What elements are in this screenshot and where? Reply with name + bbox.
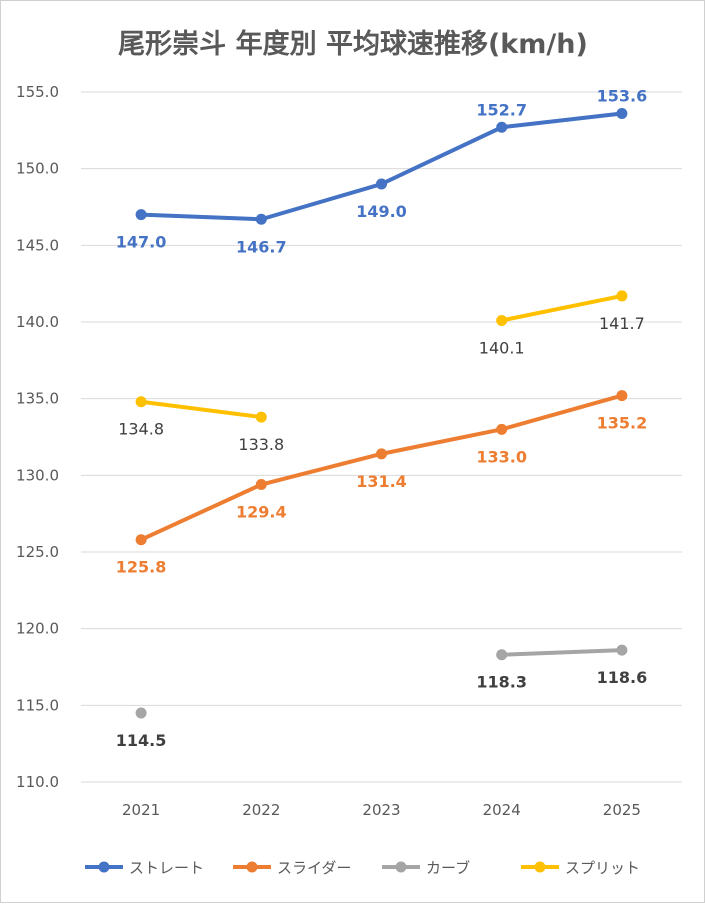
- y-tick-label: 150.0: [16, 160, 59, 178]
- y-tick-label: 130.0: [16, 466, 59, 484]
- x-axis: 2021 2022 2023 2024 2025: [122, 801, 641, 819]
- x-tick-label: 2022: [242, 801, 280, 819]
- y-tick-label: 145.0: [16, 236, 59, 254]
- data-point: [496, 121, 508, 133]
- x-tick-label: 2025: [603, 801, 641, 819]
- data-point: [255, 213, 267, 225]
- data-point: [616, 390, 628, 402]
- series-3: [135, 644, 628, 719]
- gridlines: [81, 91, 682, 783]
- data-point: [135, 534, 147, 546]
- data-point: [135, 209, 147, 221]
- legend-marker: [534, 861, 546, 873]
- series-line: [139, 399, 264, 420]
- data-labels: 147.0 146.7 149.0 152.7 153.6 125.8 129.4 131.4…: [116, 86, 647, 750]
- data-point: [255, 479, 267, 491]
- legend-item: スプリット: [521, 859, 640, 877]
- data-label: 133.8: [238, 435, 284, 454]
- data-point: [496, 314, 508, 326]
- data-point: [616, 644, 628, 656]
- chart-title: 尾形崇斗 年度別 平均球速推移(km/h): [118, 28, 588, 60]
- data-label: 153.6: [597, 86, 648, 105]
- series-lines: [135, 107, 628, 719]
- series-1: [135, 107, 628, 225]
- data-point: [376, 178, 387, 190]
- legend-label: カーブ: [426, 859, 470, 877]
- data-label: 134.8: [118, 420, 164, 439]
- y-tick-label: 140.0: [16, 313, 59, 331]
- data-label: 114.5: [116, 731, 167, 750]
- data-label: 140.1: [479, 338, 525, 357]
- y-axis: 110.0 115.0 120.0 125.0 130.0 135.0 140.0 145.0…: [16, 83, 59, 791]
- series-line: [139, 393, 624, 542]
- data-label: 125.8: [116, 558, 167, 577]
- data-point: [496, 649, 508, 661]
- data-point: [135, 707, 147, 719]
- series-line: [499, 293, 624, 323]
- data-point: [616, 290, 628, 302]
- y-tick-label: 125.0: [16, 543, 59, 561]
- legend-marker: [98, 861, 110, 873]
- y-tick-label: 135.0: [16, 390, 59, 408]
- y-tick-label: 120.0: [16, 620, 59, 638]
- data-label: 118.3: [476, 673, 527, 692]
- data-label: 129.4: [236, 503, 287, 522]
- legend-marker: [395, 861, 407, 873]
- data-label: 147.0: [116, 233, 167, 252]
- y-tick-label: 110.0: [16, 773, 59, 791]
- legend-label: スプリット: [565, 859, 640, 877]
- legend-item: スライダー: [233, 859, 351, 877]
- y-tick-label: 155.0: [16, 83, 59, 101]
- data-label: 146.7: [236, 237, 287, 256]
- data-label: 149.0: [356, 202, 407, 221]
- x-tick-label: 2024: [483, 801, 521, 819]
- legend: ストレート スライダー カーブ スプリット: [85, 859, 640, 877]
- data-label: 133.0: [476, 447, 527, 466]
- legend-marker: [246, 861, 258, 873]
- legend-label: スライダー: [277, 859, 351, 877]
- data-label: 118.6: [597, 668, 648, 687]
- data-label: 141.7: [599, 314, 645, 333]
- legend-label: ストレート: [129, 859, 204, 877]
- data-label: 131.4: [356, 472, 407, 491]
- y-tick-label: 115.0: [16, 696, 59, 714]
- legend-item: ストレート: [85, 859, 204, 877]
- data-point: [496, 423, 508, 435]
- data-point: [135, 396, 147, 408]
- data-point: [255, 411, 267, 423]
- data-label: 152.7: [476, 100, 527, 119]
- x-tick-label: 2021: [122, 801, 160, 819]
- series-line: [499, 648, 624, 657]
- data-label: 135.2: [597, 414, 648, 433]
- legend-item: カーブ: [382, 859, 470, 877]
- series-2: [135, 390, 628, 546]
- data-point: [376, 448, 387, 460]
- x-tick-label: 2023: [362, 801, 400, 819]
- series-4: [135, 290, 628, 423]
- data-point: [616, 107, 628, 119]
